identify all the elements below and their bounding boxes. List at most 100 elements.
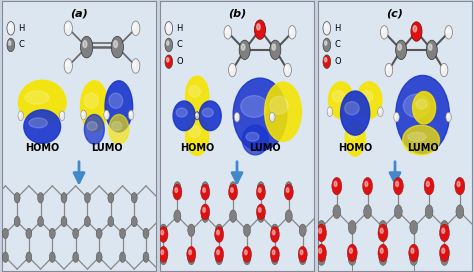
Circle shape	[409, 244, 419, 262]
Circle shape	[446, 112, 451, 122]
Circle shape	[201, 210, 209, 222]
Circle shape	[165, 21, 173, 35]
Ellipse shape	[81, 81, 108, 132]
Circle shape	[7, 21, 15, 35]
Circle shape	[96, 228, 102, 239]
Circle shape	[244, 224, 251, 236]
Circle shape	[270, 112, 275, 122]
Circle shape	[284, 63, 292, 77]
Circle shape	[243, 246, 252, 262]
Circle shape	[82, 112, 84, 115]
Circle shape	[379, 220, 387, 234]
Circle shape	[216, 224, 223, 236]
Ellipse shape	[328, 82, 354, 119]
Text: O: O	[176, 57, 183, 66]
Circle shape	[166, 41, 169, 45]
Circle shape	[133, 62, 136, 66]
Circle shape	[228, 184, 237, 200]
Circle shape	[348, 220, 356, 234]
Circle shape	[394, 205, 402, 219]
Circle shape	[19, 113, 21, 116]
Circle shape	[49, 252, 55, 262]
Circle shape	[105, 112, 107, 115]
Circle shape	[201, 182, 209, 194]
Ellipse shape	[189, 126, 201, 138]
Circle shape	[447, 28, 449, 33]
Circle shape	[349, 248, 353, 253]
Circle shape	[26, 228, 32, 239]
Circle shape	[300, 250, 303, 255]
Circle shape	[334, 181, 337, 187]
Circle shape	[215, 227, 224, 242]
Circle shape	[363, 177, 373, 195]
Circle shape	[131, 216, 137, 227]
Ellipse shape	[396, 75, 449, 153]
Circle shape	[9, 41, 11, 45]
Circle shape	[73, 252, 79, 262]
Circle shape	[285, 66, 288, 70]
Circle shape	[393, 177, 403, 195]
Circle shape	[166, 24, 169, 29]
Circle shape	[328, 109, 330, 112]
Circle shape	[317, 224, 327, 242]
Circle shape	[159, 246, 168, 262]
Circle shape	[413, 26, 417, 32]
Text: LUMO: LUMO	[407, 143, 438, 153]
Circle shape	[217, 250, 219, 255]
Circle shape	[379, 252, 387, 265]
Circle shape	[7, 38, 15, 52]
Circle shape	[290, 28, 292, 33]
Text: (b): (b)	[228, 8, 246, 18]
Text: HOMO: HOMO	[25, 143, 59, 153]
Circle shape	[381, 26, 388, 39]
Circle shape	[319, 228, 322, 233]
Circle shape	[319, 248, 322, 253]
Circle shape	[187, 246, 196, 262]
Circle shape	[81, 36, 93, 58]
Ellipse shape	[413, 92, 436, 124]
Circle shape	[333, 205, 341, 219]
Circle shape	[104, 110, 109, 120]
Circle shape	[255, 20, 265, 39]
Ellipse shape	[24, 110, 61, 143]
Circle shape	[165, 38, 173, 52]
Circle shape	[84, 216, 91, 227]
Circle shape	[365, 181, 368, 187]
Circle shape	[299, 224, 306, 236]
Circle shape	[188, 252, 195, 265]
Circle shape	[428, 44, 432, 50]
Circle shape	[173, 184, 182, 200]
Circle shape	[18, 111, 24, 121]
Text: (a): (a)	[70, 8, 88, 18]
Circle shape	[327, 107, 333, 117]
Circle shape	[128, 110, 134, 120]
Circle shape	[411, 248, 414, 253]
Ellipse shape	[403, 94, 430, 118]
Circle shape	[196, 113, 197, 116]
Circle shape	[273, 230, 275, 235]
Text: LUMO: LUMO	[249, 143, 281, 153]
Ellipse shape	[416, 99, 428, 109]
Circle shape	[411, 22, 422, 41]
Circle shape	[426, 181, 429, 187]
Circle shape	[81, 110, 86, 120]
Text: H: H	[335, 24, 341, 33]
Circle shape	[230, 188, 233, 193]
Text: HOMO: HOMO	[338, 143, 372, 153]
Circle shape	[195, 112, 200, 120]
Ellipse shape	[348, 128, 358, 139]
Text: H: H	[18, 24, 25, 33]
Circle shape	[241, 44, 245, 50]
Circle shape	[387, 66, 389, 70]
Circle shape	[189, 250, 191, 255]
Circle shape	[14, 216, 20, 227]
Circle shape	[378, 107, 383, 117]
Ellipse shape	[408, 132, 426, 141]
Circle shape	[298, 246, 307, 262]
Text: (c): (c)	[387, 8, 403, 18]
Circle shape	[257, 182, 264, 194]
Circle shape	[2, 252, 9, 262]
Circle shape	[382, 28, 384, 33]
Text: C: C	[176, 41, 182, 50]
Circle shape	[132, 21, 140, 36]
